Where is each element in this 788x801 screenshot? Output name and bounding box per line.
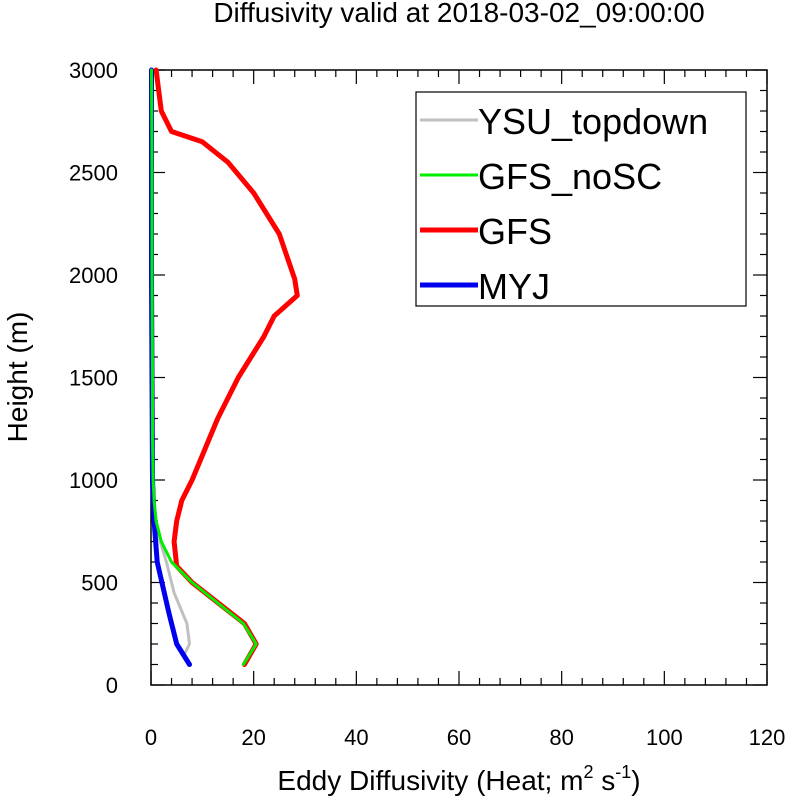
legend-label: YSU_topdown bbox=[478, 101, 708, 142]
series-line-gfs bbox=[153, 67, 300, 667]
legend-label: MYJ bbox=[478, 266, 550, 307]
y-tick-label: 3000 bbox=[69, 58, 118, 83]
y-tick-label: 1000 bbox=[69, 468, 118, 493]
legend: YSU_topdown GFS_noSC GFS MYJ bbox=[415, 91, 747, 307]
y-tick-label: 0 bbox=[106, 673, 118, 698]
x-tick-label: 60 bbox=[447, 725, 471, 750]
y-tick-label: 500 bbox=[81, 571, 118, 596]
series-line-gfs-nosc bbox=[150, 68, 258, 666]
x-tick-label: 80 bbox=[549, 725, 573, 750]
y-tick-label: 1500 bbox=[69, 366, 118, 391]
legend-label: GFS_noSC bbox=[478, 156, 662, 197]
legend-box bbox=[415, 91, 747, 307]
axis-tick-labels: 0 20 40 60 80 100 120 0 500 1000 1500 2000 2500 3000 bbox=[69, 58, 785, 750]
x-tick-label: 20 bbox=[241, 725, 265, 750]
x-axis-label: Eddy Diffusivity (Heat; m2 s-1) bbox=[277, 762, 640, 796]
x-tick-label: 40 bbox=[344, 725, 368, 750]
x-tick-label: 0 bbox=[145, 725, 157, 750]
y-tick-label: 2000 bbox=[69, 263, 118, 288]
chart-title: Diffusivity valid at 2018-03-02_09:00:00 bbox=[213, 0, 704, 28]
legend-label: GFS bbox=[478, 211, 552, 252]
y-axis-label: Height (m) bbox=[2, 312, 33, 443]
x-tick-label: 100 bbox=[646, 725, 683, 750]
series-lines bbox=[149, 67, 300, 667]
y-tick-label: 2500 bbox=[69, 161, 118, 186]
x-tick-label: 120 bbox=[749, 725, 786, 750]
